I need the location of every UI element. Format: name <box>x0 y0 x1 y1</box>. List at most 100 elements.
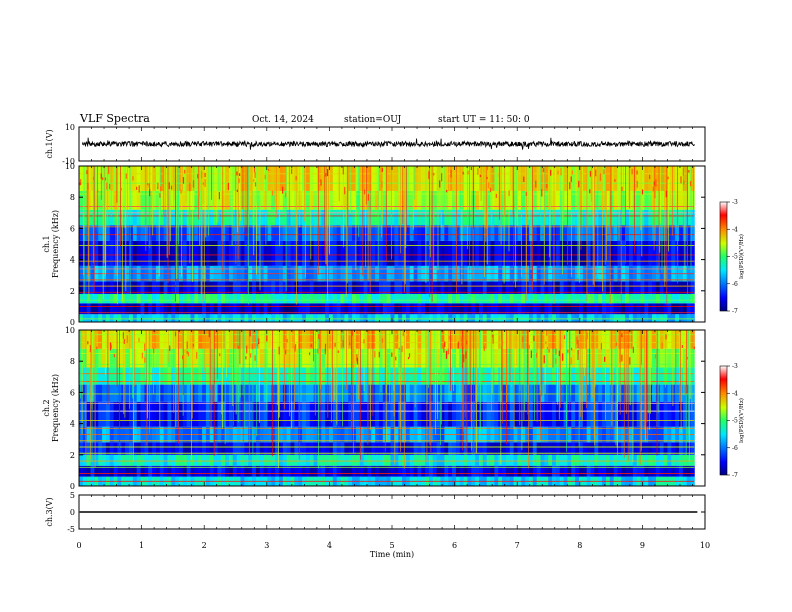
spectrogram-cell <box>248 240 253 266</box>
spectrogram-cell <box>632 367 638 385</box>
spectrogram-cell <box>109 240 115 266</box>
spectrogram-cell <box>186 384 191 402</box>
spectrogram-cell <box>513 384 518 402</box>
spectrogram-cell <box>444 166 449 191</box>
spectrogram-cell <box>155 314 161 322</box>
spectrogram-cell <box>159 281 165 294</box>
spectrogram-cell <box>90 442 95 455</box>
spectrogram-cell <box>371 209 376 226</box>
spectrogram-cell <box>563 293 568 304</box>
spectrogram-cell <box>482 367 488 385</box>
spectrogram-cell <box>571 209 576 226</box>
spectrogram-cell <box>294 442 299 455</box>
spectrogram-cell <box>348 281 353 294</box>
spectrogram-cell <box>94 303 99 315</box>
spectrogram-cell <box>225 240 230 266</box>
figure-title: VLF Spectra <box>79 112 150 125</box>
spectrogram-cell <box>409 454 414 466</box>
spectrogram-cell <box>90 303 95 315</box>
spectrogram-cell <box>278 240 284 266</box>
spectrogram-cell <box>598 454 603 466</box>
spectrogram-cell <box>248 465 253 477</box>
spectrogram-cell <box>244 454 249 466</box>
spectrogram-cell <box>225 330 230 349</box>
high-power-spot <box>533 335 535 342</box>
spectrogram-cell <box>475 190 480 210</box>
spectrogram-cell <box>563 330 568 349</box>
x-tick-label: 7 <box>515 541 520 550</box>
spectrogram-cell <box>394 465 399 477</box>
start-time-label: start UT = 11: 50: 0 <box>438 115 530 125</box>
spectrogram-cell <box>98 190 103 210</box>
spectrogram-cell <box>186 293 191 304</box>
spectrogram-cell <box>244 314 249 322</box>
spectrogram-cell <box>125 225 130 241</box>
spectrogram-cell <box>290 303 295 315</box>
spectrogram-cell <box>259 225 265 241</box>
high-power-spot <box>227 182 229 190</box>
spectrogram-cell <box>313 240 318 266</box>
spectrogram-cell <box>378 240 384 266</box>
spectrogram-cell <box>644 225 649 241</box>
spectrogram-cell <box>217 465 222 477</box>
spectrogram-cell <box>463 384 468 402</box>
spectrogram-cell <box>417 384 422 402</box>
spectrogram-cell <box>613 166 618 191</box>
spectrogram-cell <box>125 454 130 466</box>
spectrogram-cell <box>121 190 126 210</box>
spectrogram-cell <box>625 348 630 368</box>
spectrogram-cell <box>528 281 534 294</box>
spectrogram-cell <box>617 465 622 477</box>
spectrogram-cell <box>486 166 491 191</box>
spectrogram-cell <box>240 281 245 294</box>
spectrogram-cell <box>86 330 91 349</box>
spectrogram-cell <box>221 454 226 466</box>
spectrogram-cell <box>167 303 172 315</box>
spectrogram-cell <box>463 401 468 427</box>
spectrogram-cell <box>179 384 184 402</box>
high-power-spot <box>567 349 569 353</box>
high-power-spot <box>398 347 400 350</box>
spectrogram-cell <box>236 454 241 466</box>
spectrogram-cell <box>421 303 426 315</box>
spectrogram-cell <box>344 401 349 427</box>
spectrogram-cell <box>605 442 611 455</box>
spectrogram-cell <box>609 454 614 466</box>
spectrogram-cell <box>255 454 261 466</box>
spectrogram-cell <box>478 240 484 266</box>
spectrogram-cell <box>540 166 545 191</box>
spectrogram-cell <box>325 225 330 241</box>
spectrogram-cell <box>575 209 580 226</box>
spectrogram-cell <box>278 190 284 210</box>
spectrogram-cell <box>94 225 99 241</box>
spectrogram-cell <box>244 209 249 226</box>
spectrogram-cell <box>117 293 122 304</box>
spectrogram-cell <box>375 281 380 294</box>
spectrogram-cell <box>563 348 568 368</box>
spectrogram-cell <box>594 454 599 466</box>
high-power-spot <box>599 173 601 181</box>
high-power-spot <box>629 357 631 365</box>
spectrogram-cell <box>452 384 457 402</box>
spectrogram-cell <box>367 281 372 294</box>
spectrogram-cell <box>236 190 241 210</box>
spectrogram-cell <box>198 465 203 477</box>
spectrogram-cell <box>382 225 388 241</box>
spectrogram-cell <box>159 293 165 304</box>
spectrogram-cell <box>544 401 549 427</box>
spectrogram-cell <box>359 454 365 466</box>
spectrogram-cell <box>205 348 211 368</box>
spectrogram-cell <box>413 348 418 368</box>
spectrogram-cell <box>109 465 115 477</box>
high-power-spot <box>374 351 376 358</box>
spectrogram-cell <box>255 465 261 477</box>
spectrogram-cell <box>182 293 188 304</box>
spectrogram-cell <box>540 384 545 402</box>
spectrogram-cell <box>90 209 95 226</box>
spectrogram-cell <box>352 314 357 322</box>
spectrogram-cell <box>405 293 411 304</box>
spectrogram-cell <box>448 314 453 322</box>
spectrogram-cell <box>202 465 207 477</box>
spectrogram-cell <box>336 225 341 241</box>
spectrogram-cell <box>671 225 676 241</box>
